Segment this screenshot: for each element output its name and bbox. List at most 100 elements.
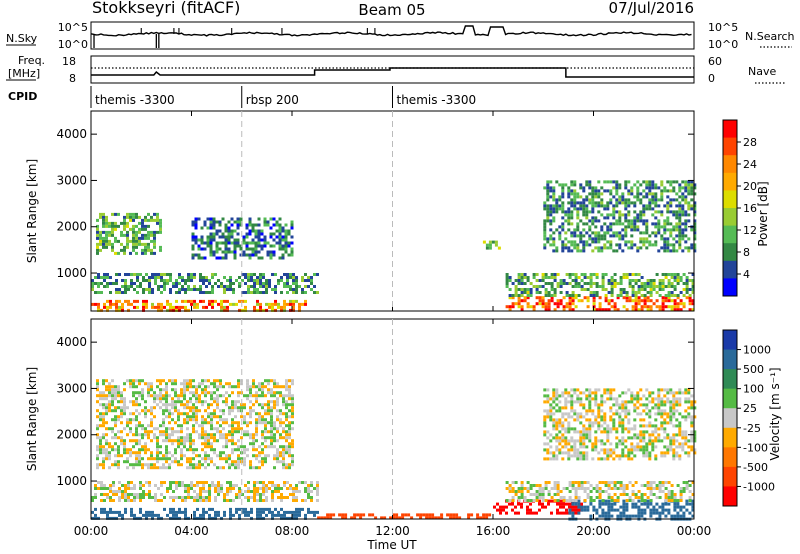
power-heatmap [91, 180, 697, 312]
velocity-colorbar-tick-2: 100 [743, 383, 764, 396]
power-plot-region-5 [505, 296, 695, 312]
freq-label: Freq. [18, 54, 45, 67]
velocity-colorbar: 1000 500 100 25 -25 -100 -500 -1000 [722, 329, 775, 507]
velocity-panel: 4000 3000 2000 1000 Slant Range [km] 1000 50… [25, 318, 782, 521]
vel-yticks-label-3: 1000 [56, 474, 87, 488]
vel-yticks-label-1: 3000 [56, 381, 87, 395]
velocity-ylabel: Slant Range [km] [25, 367, 39, 471]
time-tick-6: 00:00 [677, 524, 712, 538]
power-colorbar-tick-1: 24 [743, 158, 757, 171]
nsky-label: N.Sky [6, 32, 38, 45]
velocity-colorbar-swatch-5 [723, 427, 737, 448]
freq-nave-panel: Freq. [MHz] 18 8 60 0 Nave [6, 54, 785, 85]
time-tick-3: 12:00 [375, 524, 410, 538]
time-tick-1: 04:00 [174, 524, 209, 538]
power-colorbar-swatch-1 [723, 137, 737, 156]
velocity-colorbar-label: Velocity [m s⁻¹] [768, 367, 782, 460]
velocity-colorbar-tick-1: 500 [743, 363, 764, 376]
power-colorbar-swatch-0 [723, 120, 737, 139]
date-label: 07/Jul/2016 [609, 0, 694, 17]
velocity-colorbar-swatch-2 [723, 369, 737, 390]
vel-plot-region-6 [505, 481, 695, 502]
freq-tick-top: 18 [62, 55, 76, 68]
nave-tick-bottom: 0 [708, 72, 715, 85]
power-plot-region-4 [482, 240, 501, 250]
velocity-colorbar-swatch-0 [723, 330, 737, 351]
power-panel: 4000 3000 2000 1000 Slant Range [km] 28 24 20… [25, 110, 770, 312]
cpid-panel: CPID themis -3300 rbsp 200 themis -3300 [8, 86, 476, 108]
power-yticks-label-2: 2000 [56, 220, 87, 234]
velocity-colorbar-swatch-6 [723, 447, 737, 468]
power-colorbar-swatch-3 [723, 172, 737, 191]
power-colorbar-swatch-2 [723, 155, 737, 174]
velocity-colorbar-tick-0: 1000 [743, 344, 771, 357]
nsearch-tick-bottom: 10^0 [708, 38, 738, 51]
velocity-colorbar-tick-3: 25 [743, 402, 757, 415]
velocity-colorbar-tick-4: -25 [743, 422, 761, 435]
power-yticks-label-3: 1000 [56, 266, 87, 280]
cpid-label: CPID [8, 90, 37, 103]
vel-yticks-label-0: 4000 [56, 335, 87, 349]
nsky-tick-top: 10^5 [58, 21, 88, 34]
power-colorbar-tick-6: 4 [743, 268, 750, 281]
cpid-segment-0: themis -3300 [95, 93, 175, 107]
velocity-colorbar-swatch-1 [723, 349, 737, 370]
power-colorbar-swatch-4 [723, 190, 737, 209]
nave-tick-top: 60 [708, 55, 722, 68]
sky-search-panel: N.Sky 10^5 10^0 10^5 10^0 N.Search [6, 21, 795, 51]
nsky-tick-bottom: 10^0 [58, 38, 88, 51]
vel-plot-region-3 [317, 513, 492, 520]
power-colorbar-tick-5: 8 [743, 246, 750, 259]
power-yticks-label-1: 3000 [56, 173, 87, 187]
power-colorbar-swatch-7 [723, 243, 737, 262]
freq-unit-label: [MHz] [8, 67, 40, 80]
velocity-colorbar-tick-5: -100 [743, 441, 768, 454]
power-yticks-label-0: 4000 [56, 127, 87, 141]
plot-title: Stokkseyri (fitACF) [92, 0, 240, 17]
vel-yticks-label-2: 2000 [56, 428, 87, 442]
power-plot-region-1 [96, 212, 162, 255]
vel-plot-region-1 [91, 481, 319, 502]
nave-label: Nave [748, 65, 776, 78]
time-tick-4: 16:00 [476, 524, 511, 538]
power-colorbar-swatch-5 [723, 208, 737, 227]
velocity-colorbar-swatch-7 [723, 466, 737, 487]
cpid-segment-2: themis -3300 [397, 93, 477, 107]
power-colorbar: 28 24 20 16 12 8 4 [722, 119, 757, 297]
nsky-trace [90, 25, 692, 37]
power-ylabel: Slant Range [km] [25, 159, 39, 263]
nsky-spikes [93, 28, 376, 48]
velocity-colorbar-swatch-3 [723, 388, 737, 409]
beam-label: Beam 05 [358, 1, 425, 19]
power-colorbar-tick-0: 28 [743, 136, 757, 149]
velocity-colorbar-swatch-4 [723, 408, 737, 429]
time-tick-5: 20:00 [576, 524, 611, 538]
power-colorbar-tick-2: 20 [743, 180, 757, 193]
time-axis: 00:00 04:00 08:00 12:00 16:00 20:00 00:00 [74, 111, 712, 538]
vel-plot-region-0 [91, 507, 319, 520]
power-colorbar-swatch-6 [723, 225, 737, 244]
time-tick-0: 00:00 [74, 524, 109, 538]
power-plot-region-0 [91, 299, 307, 312]
freq-tick-bottom: 8 [69, 72, 76, 85]
velocity-heatmap [91, 379, 697, 521]
power-colorbar-label: Power [dB] [756, 181, 770, 246]
velocity-colorbar-tick-7: -1000 [743, 480, 775, 493]
power-plot-region-6 [505, 273, 695, 297]
freq-trace [91, 67, 694, 78]
nsearch-label: N.Search [745, 30, 795, 43]
velocity-colorbar-tick-6: -500 [743, 461, 768, 474]
velocity-colorbar-swatch-8 [723, 486, 737, 507]
power-plot-region-3 [191, 217, 294, 260]
power-colorbar-tick-3: 16 [743, 202, 757, 215]
vel-plot-region-7 [543, 388, 697, 461]
nsearch-tick-top: 10^5 [708, 21, 738, 34]
time-axis-label: Time UT [366, 538, 417, 552]
power-colorbar-swatch-9 [723, 278, 737, 297]
vel-plot-region-2 [96, 379, 294, 470]
power-colorbar-tick-4: 12 [743, 224, 757, 237]
cpid-segment-1: rbsp 200 [246, 93, 299, 107]
power-colorbar-swatch-8 [723, 260, 737, 279]
power-plot-region-7 [543, 180, 697, 253]
